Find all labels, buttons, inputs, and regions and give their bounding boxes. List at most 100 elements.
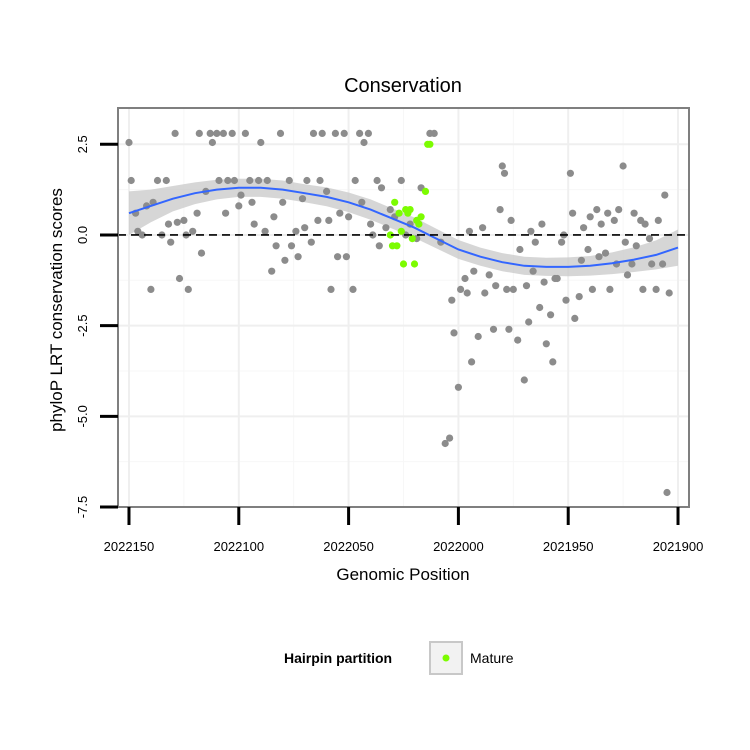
data-point	[327, 285, 335, 293]
data-point	[279, 198, 287, 206]
y-tick-label: 2.5	[75, 135, 90, 153]
data-point	[261, 227, 269, 235]
chart-title: Conservation	[344, 75, 462, 97]
data-point	[610, 216, 618, 224]
data-point-mature	[399, 260, 408, 268]
data-point	[514, 336, 522, 344]
smooth-line	[128, 186, 679, 268]
data-point	[465, 227, 473, 235]
data-point-mature	[426, 140, 434, 148]
data-point	[162, 176, 170, 185]
data-point	[446, 434, 454, 442]
data-point	[562, 296, 570, 304]
data-point	[531, 238, 539, 246]
data-point	[257, 138, 265, 147]
data-point	[542, 340, 550, 348]
data-point	[224, 176, 232, 185]
x-tick-label: 2021950	[543, 539, 594, 554]
legend-title: Hairpin partition	[284, 650, 392, 666]
data-point	[287, 242, 296, 250]
data-point	[316, 176, 324, 185]
loess-line	[128, 186, 679, 268]
data-point	[448, 296, 456, 304]
data-point	[171, 129, 179, 137]
data-point	[571, 314, 579, 322]
data-point	[527, 227, 535, 235]
data-point	[213, 129, 221, 137]
data-point	[164, 220, 173, 228]
data-point	[516, 245, 524, 254]
data-point	[503, 285, 511, 293]
data-point	[268, 267, 276, 275]
data-point	[208, 138, 216, 147]
plot-border	[117, 107, 690, 508]
data-point	[588, 285, 597, 293]
data-point	[298, 195, 307, 203]
data-point	[586, 213, 594, 221]
y-tick-label: 0.0	[75, 226, 90, 244]
data-point-mature	[421, 187, 430, 195]
data-point	[654, 216, 662, 224]
x-tick-label: 2022150	[104, 539, 155, 554]
data-point	[470, 267, 478, 275]
data-point	[336, 209, 344, 217]
data-point	[342, 253, 350, 261]
data-point	[659, 260, 667, 268]
data-point	[606, 285, 614, 293]
data-point-mature	[397, 227, 405, 235]
data-point	[496, 206, 504, 214]
data-point	[509, 285, 517, 293]
legend-label-mature: Mature	[470, 650, 514, 666]
data-point	[481, 289, 489, 297]
data-point	[235, 202, 243, 210]
data-point	[246, 176, 254, 185]
data-point	[525, 318, 533, 326]
data-point	[250, 220, 258, 228]
data-point	[597, 220, 605, 228]
data-point	[195, 129, 203, 137]
data-point	[648, 260, 656, 268]
data-point-mature	[415, 220, 423, 228]
data-point	[457, 285, 465, 293]
data-point	[189, 227, 197, 235]
smooth-ribbon	[129, 178, 678, 277]
data-point-mature	[391, 198, 399, 206]
data-point	[263, 176, 271, 185]
data-point	[358, 198, 366, 206]
data-point	[175, 274, 184, 283]
data-point	[619, 162, 627, 170]
data-point	[373, 176, 381, 185]
data-point	[505, 325, 513, 333]
data-point	[206, 129, 214, 137]
data-point	[549, 358, 557, 366]
data-point-mature	[393, 242, 401, 250]
data-point	[272, 242, 280, 250]
data-point	[364, 129, 372, 137]
data-point	[661, 191, 669, 199]
data-point-mature	[395, 209, 403, 217]
x-tick-label: 2022100	[213, 539, 264, 554]
points-other	[125, 129, 673, 497]
smooth-confidence-band	[129, 178, 678, 277]
axes: 2022150 2022100 2022050 2022000 2021950 20219…	[75, 107, 703, 554]
data-point	[318, 129, 326, 137]
data-point	[281, 256, 289, 264]
data-point	[479, 224, 487, 232]
data-point	[468, 358, 476, 366]
data-point	[294, 253, 302, 261]
data-point	[522, 282, 531, 290]
data-point	[566, 169, 575, 177]
points-mature	[386, 140, 434, 268]
y-tick-label: -2.5	[75, 314, 90, 336]
data-point	[303, 176, 311, 185]
data-point	[520, 376, 528, 384]
data-point	[540, 278, 548, 286]
data-point	[558, 238, 566, 246]
data-point	[345, 213, 353, 221]
data-point	[276, 129, 285, 137]
data-point	[553, 274, 561, 283]
data-point	[356, 129, 364, 137]
data-point-mature	[408, 235, 416, 243]
data-point	[180, 216, 188, 224]
data-point	[641, 220, 649, 228]
